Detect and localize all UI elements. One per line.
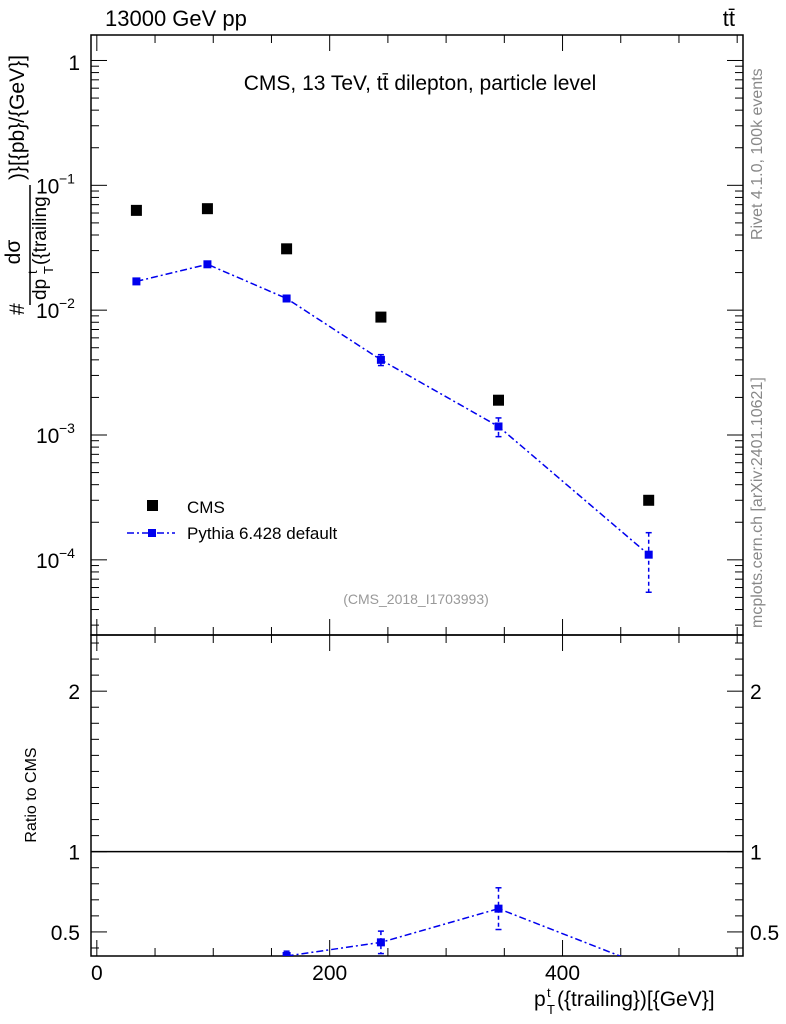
pythia-point	[132, 277, 141, 286]
ytick-exponent-1e-2: −2	[59, 295, 75, 311]
ratio-ytick-label-0.5: 0.5	[51, 922, 80, 945]
ytick-label-1e-3: 10	[36, 425, 59, 448]
svg-text:T: T	[41, 266, 56, 274]
main-axis-ticks	[91, 35, 743, 635]
ratio-ytick-label-right-1: 1	[750, 842, 762, 865]
svg-text:t: t	[25, 270, 40, 274]
ratio-ytick-label-2: 2	[68, 681, 80, 704]
legend-marker-pythia	[148, 529, 156, 537]
cms-point	[375, 311, 387, 323]
svg-text:dσ: dσ	[2, 240, 25, 265]
main-ylabel: # dσ dp T t ({trailing )}[{pb}/{GeV}]	[2, 55, 56, 315]
xtick-label-200: 200	[312, 962, 347, 985]
mcplots-label: mcplots.cern.ch [arXiv:2401.10621]	[749, 377, 766, 628]
energy-label: 13000 GeV pp	[105, 6, 247, 31]
chart-title: CMS, 13 TeV, tt̄ dilepton, particle leve…	[244, 72, 597, 95]
xtick-label-0: 0	[91, 962, 103, 985]
main-ytick-exponent-labels: 10−110−210−310−4	[36, 170, 75, 573]
cms-point	[281, 243, 293, 255]
ratio-plot-frame	[90, 634, 744, 957]
cms-point	[493, 394, 504, 406]
ytick-label-1e-2: 10	[36, 300, 59, 323]
xtick-label-400: 400	[545, 962, 580, 985]
cms-point	[201, 203, 213, 215]
process-label: tt̄	[723, 6, 735, 31]
pythia-point	[644, 550, 653, 559]
ratio-ytick-labels-left: 0.5 1 2	[51, 681, 80, 945]
cms-point	[643, 494, 655, 506]
xlabel: p t T ({trailing})[{GeV}]	[534, 985, 715, 1017]
pythia-point	[203, 260, 212, 269]
ratio-ytick-label-right-0.5: 0.5	[750, 922, 779, 945]
pythia-point	[376, 355, 385, 364]
svg-text:({trailing: ({trailing	[30, 196, 51, 265]
ytick-exponent-1e-1: −1	[59, 170, 75, 186]
analysis-id: (CMS_2018_I1703993)	[343, 591, 489, 607]
rivet-label: Rivet 4.1.0, 100k events	[749, 68, 766, 240]
ytick-exponent-1e-3: −3	[59, 420, 75, 436]
ytick-label-1e-4: 10	[36, 550, 59, 573]
legend-label-pythia: Pythia 6.428 default	[187, 524, 338, 543]
pythia-series-main	[132, 260, 653, 594]
ytick-label-1e-1: 10	[36, 175, 59, 198]
cms-point	[130, 204, 142, 216]
svg-text:({trailing})[{GeV}]: ({trailing})[{GeV}]	[557, 988, 715, 1011]
svg-text:)}[{pb}/{GeV}]: )}[{pb}/{GeV}]	[6, 55, 29, 180]
pythia-ratio-line	[286, 907, 622, 956]
legend-marker-cms	[147, 500, 158, 511]
svg-text:p: p	[534, 988, 546, 1011]
legend: CMS Pythia 6.428 default	[127, 498, 338, 543]
svg-text:t: t	[547, 985, 551, 1000]
pythia-ratio-point	[494, 904, 503, 913]
main-ytick-labels: 1	[68, 52, 80, 75]
main-plot-frame	[90, 34, 744, 636]
ratio-ylabel: Ratio to CMS	[23, 747, 40, 842]
pythia-ratio-point	[645, 963, 653, 971]
cms-series-main	[130, 203, 655, 506]
pythia-ratio-point	[282, 952, 291, 956]
ytick-label-1: 1	[68, 52, 80, 75]
pythia-point	[494, 422, 503, 431]
pythia-series-ratio	[282, 887, 653, 971]
xtick-labels: 0 200 400	[91, 962, 580, 985]
ytick-exponent-1e-4: −4	[59, 545, 75, 561]
svg-text:#: #	[6, 303, 29, 315]
pythia-point	[282, 294, 291, 303]
ratio-ytick-label-1: 1	[68, 842, 80, 865]
svg-text:T: T	[547, 1002, 555, 1017]
pythia-line	[136, 263, 650, 556]
legend-label-cms: CMS	[187, 498, 225, 517]
pythia-ratio-point	[376, 938, 385, 947]
svg-text:dp: dp	[30, 279, 51, 300]
ratio-ytick-labels-right: 0.5 1 2	[750, 681, 779, 945]
ratio-ytick-label-right-2: 2	[750, 681, 762, 704]
ratio-axis-ticks	[91, 635, 743, 956]
